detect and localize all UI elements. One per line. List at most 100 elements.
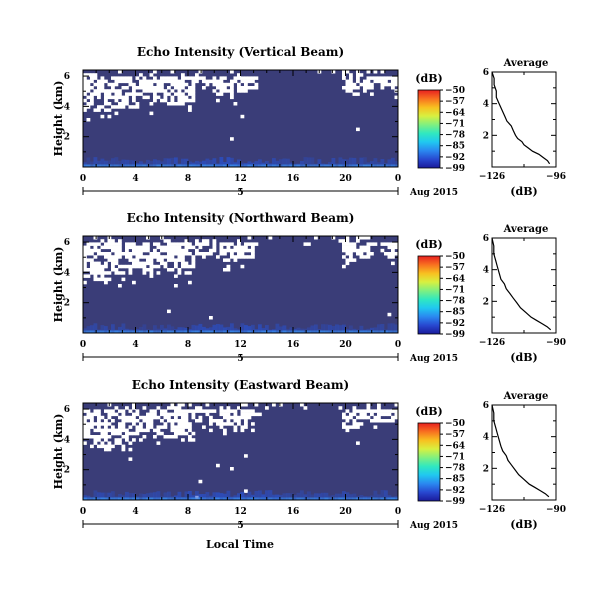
echo-cell xyxy=(324,330,329,333)
no-data-cell xyxy=(153,252,157,256)
no-data-cell xyxy=(104,245,108,250)
echo-cell xyxy=(230,323,234,333)
no-data-cell xyxy=(240,428,245,433)
no-data-cell xyxy=(198,419,203,423)
panel-row-2: Echo Intensity (Northward Beam)0 4 8 12 16 20… xyxy=(52,211,566,364)
no-data-cell xyxy=(107,255,112,259)
no-data-cell xyxy=(223,431,227,436)
no-data-cell xyxy=(100,444,105,449)
echo-cell xyxy=(244,163,248,167)
no-data-cell xyxy=(219,82,224,87)
no-data-cell xyxy=(177,271,182,275)
no-data-cell xyxy=(247,409,252,413)
x-tick-label: 12 xyxy=(234,507,247,517)
echo-cell xyxy=(202,330,206,333)
no-data-cell xyxy=(230,248,234,253)
no-data-cell xyxy=(146,82,150,87)
echo-cell xyxy=(286,158,290,167)
no-data-cell xyxy=(149,255,154,259)
echo-cell xyxy=(282,325,287,333)
no-data-cell xyxy=(254,82,259,87)
no-data-cell xyxy=(135,102,140,106)
no-data-cell xyxy=(114,95,119,100)
no-data-cell xyxy=(202,242,206,246)
no-data-cell xyxy=(163,248,168,253)
no-data-cell xyxy=(167,239,171,243)
no-data-cell xyxy=(384,76,388,80)
echo-cell xyxy=(342,330,346,333)
no-data-cell xyxy=(195,239,199,243)
average-frame xyxy=(491,404,557,501)
no-data-cell xyxy=(223,268,227,272)
no-data-cell xyxy=(359,412,364,417)
no-data-cell xyxy=(219,242,224,246)
no-data-cell xyxy=(153,98,157,103)
no-data-cell xyxy=(251,248,255,253)
no-data-cell xyxy=(181,95,185,100)
no-data-cell xyxy=(212,242,217,246)
no-data-cell xyxy=(97,419,101,423)
echo-cell xyxy=(191,330,196,333)
no-data-cell xyxy=(188,76,192,80)
no-data-cell xyxy=(132,98,136,103)
no-data-cell xyxy=(104,98,108,103)
echo-cell xyxy=(97,330,101,333)
no-data-cell xyxy=(90,268,94,272)
echo-cell xyxy=(307,497,311,500)
echo-cell xyxy=(391,323,395,333)
no-data-cell xyxy=(209,422,213,426)
no-data-cell xyxy=(156,255,161,259)
no-data-cell xyxy=(90,412,94,417)
echo-cell xyxy=(345,164,350,167)
echo-cell xyxy=(279,164,283,167)
no-data-cell xyxy=(97,242,101,246)
no-data-cell xyxy=(240,114,245,119)
no-data-cell xyxy=(391,86,395,90)
echo-cell xyxy=(321,497,325,500)
no-data-cell xyxy=(139,428,143,433)
echo-cell xyxy=(156,328,161,333)
no-data-cell xyxy=(107,239,112,243)
echo-cell xyxy=(181,158,185,167)
no-data-cell xyxy=(160,245,164,250)
x-tick-label: 20 xyxy=(339,507,352,517)
no-data-cell xyxy=(83,92,87,96)
echo-cell xyxy=(391,164,395,167)
no-data-cell xyxy=(156,271,161,275)
no-data-cell xyxy=(121,271,126,275)
echo-cell xyxy=(118,326,122,333)
no-data-cell xyxy=(219,252,224,256)
no-data-cell xyxy=(100,252,105,256)
no-data-cell xyxy=(163,264,168,269)
echo-cell xyxy=(247,491,252,500)
no-data-cell xyxy=(107,435,112,439)
no-data-cell xyxy=(177,102,182,106)
no-data-cell xyxy=(237,242,241,246)
no-data-cell xyxy=(93,428,98,433)
no-data-cell xyxy=(356,76,360,80)
no-data-cell xyxy=(104,409,108,413)
echo-cell xyxy=(219,330,224,333)
echo-cell xyxy=(300,164,304,167)
echo-cell xyxy=(377,324,381,333)
no-data-cell xyxy=(125,248,129,253)
no-data-cell xyxy=(100,114,105,119)
echo-cell xyxy=(247,326,252,333)
no-data-cell xyxy=(177,425,182,429)
no-data-cell xyxy=(132,89,136,93)
y-tick-label: 2 xyxy=(64,299,70,309)
echo-cell xyxy=(321,324,325,333)
echo-cell xyxy=(174,330,178,333)
no-data-cell xyxy=(146,245,150,250)
no-data-cell xyxy=(163,422,168,426)
no-data-cell xyxy=(191,415,196,420)
no-data-cell xyxy=(121,86,126,90)
echo-cell xyxy=(387,497,392,500)
echo-cell xyxy=(321,164,325,167)
no-data-cell xyxy=(153,242,157,246)
echo-cell xyxy=(107,160,112,167)
echo-cell xyxy=(198,161,203,167)
no-data-cell xyxy=(177,95,182,100)
no-data-cell xyxy=(202,76,206,80)
echo-cell xyxy=(177,164,182,167)
